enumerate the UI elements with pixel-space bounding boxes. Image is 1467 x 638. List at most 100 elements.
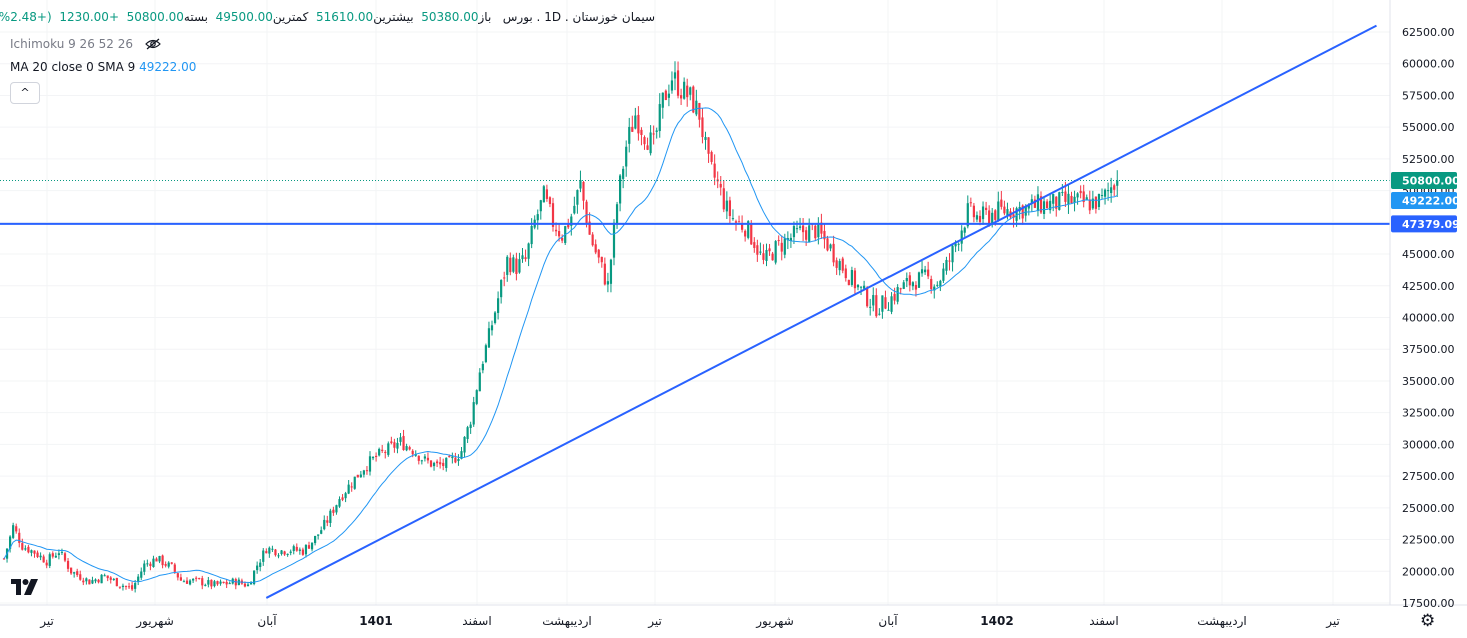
candle-body: [469, 424, 472, 429]
candle-body: [524, 257, 527, 260]
candle-body: [692, 86, 695, 113]
candle-body: [902, 282, 905, 289]
candle-body: [930, 278, 933, 290]
candle-body: [951, 245, 954, 263]
candle-body: [88, 579, 91, 585]
candle-body: [1058, 192, 1061, 210]
candle-body: [652, 133, 655, 135]
candle-body: [112, 579, 115, 581]
open-value: 50380.00: [421, 10, 479, 24]
time-axis[interactable]: تیر شهریور آبان 1401 اسفند اردیبهشت تیر شهریور آ…: [39, 613, 1340, 629]
candle-body: [487, 328, 491, 348]
y-tick-label: 30000.00: [1402, 438, 1455, 451]
candle-body: [268, 547, 271, 554]
candle-body: [698, 102, 701, 120]
y-tick-label: 32500.00: [1402, 407, 1455, 420]
candle-body: [378, 448, 381, 456]
candle-body: [249, 582, 253, 585]
candle-body: [39, 555, 42, 558]
candle-body: [978, 215, 982, 222]
candle-body: [838, 261, 841, 271]
candle-body: [493, 312, 497, 323]
candle-body: [1049, 200, 1052, 211]
exchange: بورس: [502, 10, 533, 24]
candle-body: [100, 574, 103, 584]
candle-body: [253, 570, 256, 585]
candle-body: [317, 534, 320, 536]
candle-body: [33, 550, 36, 554]
candle-body: [911, 282, 914, 287]
x-tick-label: تیر: [647, 614, 662, 629]
candle-body: [1036, 194, 1040, 212]
candle-body: [795, 228, 799, 230]
trendline-drawing[interactable]: [265, 24, 1377, 599]
candle-body: [2, 558, 6, 560]
y-tick-label: 62500.00: [1402, 26, 1455, 39]
candle-body: [60, 551, 64, 553]
candle-body: [466, 427, 469, 440]
y-tick-label: 45000.00: [1402, 248, 1455, 261]
ma-legend[interactable]: MA 20 close 0 SMA 9 49222.00: [10, 60, 196, 74]
candle-body: [1103, 189, 1107, 197]
candle-body: [381, 449, 384, 451]
candle-body: [582, 181, 585, 201]
candle-body: [1067, 193, 1070, 205]
candle-body: [216, 581, 219, 585]
candle-body: [954, 243, 957, 247]
candle-body: [786, 238, 789, 241]
ichimoku-legend[interactable]: Ichimoku 9 26 52 26: [10, 37, 161, 51]
candle-body: [295, 546, 298, 551]
candle-body: [207, 580, 210, 585]
candle-body: [475, 390, 478, 404]
candle-body: [731, 218, 735, 220]
candle-body: [908, 275, 911, 286]
y-tick-label: 57500.00: [1402, 89, 1455, 102]
x-tick-label: شهریور: [755, 614, 794, 629]
price-axis[interactable]: 17500.00 20000.00 22500.00 25000.00 27500.00…: [1402, 26, 1455, 610]
candle-body: [1055, 196, 1058, 209]
candle-body: [18, 532, 21, 543]
candle-body: [155, 558, 158, 562]
x-tick-label: اسفند: [462, 614, 491, 628]
candle-body: [658, 104, 661, 132]
candle-body: [362, 470, 365, 475]
candle-body: [615, 204, 619, 225]
candle-body: [969, 202, 972, 204]
candle-body: [460, 451, 463, 459]
candle-body: [884, 297, 887, 309]
candle-body: [927, 269, 930, 277]
candle-body: [722, 188, 725, 210]
candle-body: [451, 456, 454, 459]
high-label: بیشترین: [373, 10, 414, 24]
candle-body: [832, 243, 835, 263]
chart-plot-area[interactable]: [0, 0, 1390, 605]
candle-body: [347, 484, 350, 494]
candle-body: [204, 584, 207, 586]
x-tick-label: اردیبهشت: [1197, 614, 1246, 629]
candle-body: [518, 259, 521, 273]
candle-body: [603, 263, 606, 285]
candle-body: [201, 578, 204, 586]
candle-body: [497, 298, 500, 313]
candle-body: [820, 222, 823, 234]
candle-body: [256, 565, 259, 571]
candle-body: [210, 579, 213, 587]
symbol-legend[interactable]: سیمان خوزستان . 1D . بورس باز50380.00 بی…: [0, 10, 655, 24]
candle-body: [286, 553, 289, 555]
candle-body: [713, 163, 716, 178]
candle-body: [1039, 196, 1043, 213]
tradingview-logo[interactable]: [10, 576, 40, 598]
y-tick-label: 55000.00: [1402, 121, 1455, 134]
eye-off-icon[interactable]: [144, 38, 161, 50]
candle-body: [341, 497, 344, 500]
candle-body: [625, 146, 628, 167]
candle-body: [591, 234, 594, 246]
gear-icon[interactable]: ⚙: [1420, 611, 1436, 631]
collapse-legend-button[interactable]: ^: [10, 82, 40, 104]
candle-body: [103, 575, 106, 577]
last-price-tag: [1391, 171, 1457, 189]
candle-body: [1024, 205, 1027, 216]
candle-body: [506, 256, 509, 275]
close-label: بسته: [183, 10, 209, 24]
